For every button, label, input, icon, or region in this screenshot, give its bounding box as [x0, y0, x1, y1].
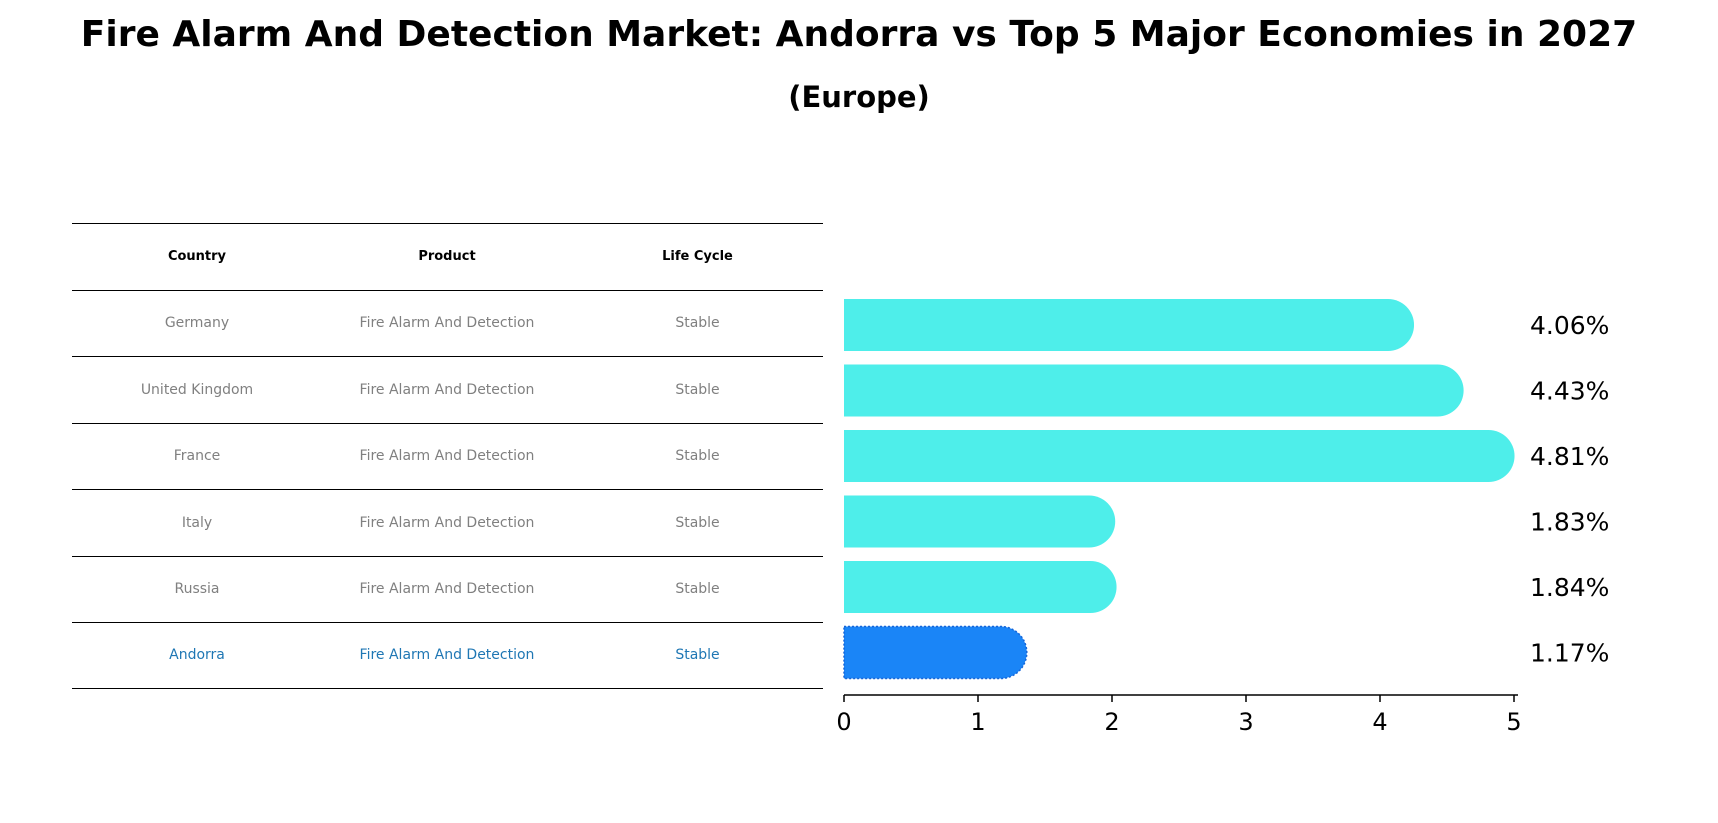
chart-subtitle: (Europe): [788, 80, 930, 114]
cell-product: Fire Alarm And Detection: [359, 448, 535, 465]
cell-life-cycle: Stable: [675, 514, 720, 531]
cell-country: Italy: [181, 514, 213, 531]
bar-france: [844, 430, 1515, 482]
bar-germany: [844, 299, 1415, 351]
cell-country: France: [173, 448, 221, 465]
x-tick-label: 4: [1372, 708, 1387, 736]
bar-russia: [844, 561, 1117, 613]
x-tick-label: 2: [1104, 708, 1119, 736]
cell-life-cycle: Stable: [675, 315, 720, 332]
data-table: Country Product Life Cycle Germany Fire …: [72, 223, 823, 689]
table-header-row: Country Product Life Cycle: [72, 223, 823, 290]
x-tick-label: 3: [1238, 708, 1253, 736]
x-tick-label: 0: [836, 708, 851, 736]
table-row: Italy Fire Alarm And Detection Stable: [72, 489, 823, 556]
header-life-cycle: Life Cycle: [662, 249, 733, 265]
table-row: France Fire Alarm And Detection Stable: [72, 422, 823, 490]
x-tick-label: 1: [970, 708, 985, 736]
cell-life-cycle: Stable: [675, 381, 720, 398]
cell-life-cycle: Stable: [675, 581, 720, 598]
cell-country: Andorra: [169, 647, 225, 664]
bar-value-label: 1.84%: [1530, 573, 1609, 602]
cell-product: Fire Alarm And Detection: [359, 514, 535, 531]
cell-product: Fire Alarm And Detection: [359, 315, 535, 332]
cell-life-cycle: Stable: [675, 647, 720, 664]
cell-country: Russia: [174, 581, 220, 598]
header-product: Product: [418, 249, 476, 265]
cell-life-cycle: Stable: [675, 448, 720, 465]
bar-value-label: 1.17%: [1530, 639, 1609, 668]
cell-product: Fire Alarm And Detection: [359, 581, 535, 598]
bar-value-label: 4.43%: [1530, 377, 1609, 406]
cell-product: Fire Alarm And Detection: [359, 647, 535, 664]
x-tick-label: 5: [1506, 708, 1521, 736]
bar-value-label: 1.83%: [1530, 508, 1609, 537]
bar-united-kingdom: [844, 364, 1464, 417]
table-row: Russia Fire Alarm And Detection Stable: [72, 555, 823, 623]
bar-italy: [844, 495, 1116, 548]
chart-title: Fire Alarm And Detection Market: Andorra…: [80, 14, 1638, 55]
table-row-highlighted: Andorra Fire Alarm And Detection Stable: [72, 622, 823, 689]
header-country: Country: [167, 249, 227, 265]
bar-andorra: [843, 625, 1028, 680]
cell-country: United Kingdom: [140, 381, 254, 398]
table-row: Germany Fire Alarm And Detection Stable: [72, 289, 823, 357]
cell-country: Germany: [164, 315, 230, 332]
bar-value-label: 4.81%: [1530, 442, 1609, 471]
table-row: United Kingdom Fire Alarm And Detection …: [72, 356, 823, 423]
cell-product: Fire Alarm And Detection: [359, 381, 535, 398]
bar-value-label: 4.06%: [1530, 311, 1609, 340]
